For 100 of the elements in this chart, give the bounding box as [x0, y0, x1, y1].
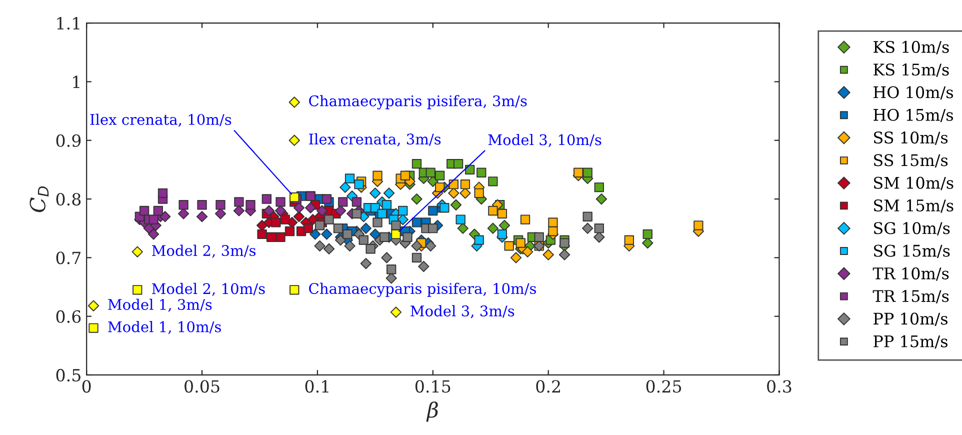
point — [158, 188, 168, 198]
point — [148, 228, 160, 240]
point — [358, 235, 368, 245]
legend-label: PP 10m/s — [874, 312, 948, 326]
point — [316, 205, 328, 216]
point — [411, 240, 422, 252]
annotation: Model 3, 10m/s — [488, 134, 602, 148]
point — [434, 182, 445, 192]
point — [344, 240, 356, 252]
annotation: Model 1, 3m/s — [108, 298, 212, 312]
point — [398, 206, 408, 216]
point — [548, 218, 558, 228]
point — [520, 214, 530, 224]
point — [558, 249, 570, 260]
point — [293, 211, 305, 222]
point — [178, 200, 188, 210]
point — [548, 226, 558, 236]
y-tick-label: 0.9 — [56, 134, 81, 147]
annotation: Model 2, 10m/s — [152, 282, 265, 296]
point — [476, 168, 486, 178]
point — [411, 193, 422, 205]
point — [522, 246, 534, 258]
point — [542, 249, 554, 260]
point — [342, 229, 352, 240]
point — [453, 158, 464, 169]
x-tick-label: 0.3 — [767, 380, 792, 393]
point — [418, 260, 430, 272]
point — [582, 212, 592, 222]
point — [400, 170, 410, 180]
point — [340, 182, 351, 193]
point — [293, 202, 305, 214]
point — [303, 224, 314, 234]
point — [304, 202, 316, 214]
x-tick-label: 0.15 — [415, 380, 450, 393]
point — [280, 214, 290, 224]
point — [284, 226, 295, 236]
annotation: Model 1, 10m/s — [108, 320, 221, 334]
point — [460, 188, 471, 199]
point — [322, 194, 332, 204]
point — [694, 220, 704, 230]
point — [334, 205, 346, 216]
point — [214, 208, 226, 220]
point — [366, 244, 376, 254]
point — [139, 206, 150, 216]
point — [314, 220, 325, 230]
legend-label: SS 10m/s — [874, 131, 948, 145]
point — [460, 180, 470, 190]
point — [425, 240, 436, 252]
point — [412, 158, 422, 169]
point — [386, 264, 396, 274]
point — [642, 229, 652, 240]
point — [197, 200, 207, 210]
legend-label: TR 10m/s — [872, 267, 949, 281]
point — [504, 241, 514, 251]
point — [391, 229, 401, 240]
point — [497, 229, 507, 240]
point — [333, 224, 344, 234]
legend-label: HO 10m/s — [874, 86, 954, 100]
point — [497, 208, 507, 219]
point — [450, 199, 462, 210]
point — [428, 224, 438, 234]
x-tick-label: 0.2 — [536, 380, 560, 393]
point — [324, 214, 334, 224]
point — [148, 214, 158, 224]
legend-label: SM 10m/s — [874, 176, 954, 190]
point — [426, 168, 436, 178]
point — [360, 258, 372, 270]
point — [372, 218, 382, 228]
point — [488, 176, 498, 186]
point — [440, 202, 450, 213]
point — [344, 174, 355, 184]
point — [288, 96, 300, 108]
point — [390, 306, 402, 318]
point — [216, 200, 226, 210]
point — [314, 240, 326, 252]
legend-label: KS 15m/s — [874, 64, 949, 77]
point — [370, 188, 381, 199]
point — [370, 228, 381, 240]
annotation: Chamaecyparis pisifera, 3m/s — [309, 95, 527, 110]
x-tick-label: 0.05 — [184, 380, 220, 393]
point — [290, 285, 300, 295]
point — [288, 134, 300, 146]
point — [352, 208, 362, 219]
point — [516, 238, 526, 248]
point — [234, 197, 244, 207]
y-axis-title: C$_{D}$ — [30, 186, 49, 212]
point — [352, 197, 362, 207]
y-tick-label: 1.1 — [57, 17, 80, 30]
annotation: Model 2, 3m/s — [152, 244, 256, 258]
point — [310, 228, 321, 240]
point — [498, 220, 510, 231]
point — [594, 224, 604, 234]
point — [381, 252, 392, 264]
point — [624, 235, 634, 245]
y-tick-label: 0.6 — [56, 310, 81, 323]
legend-label: TR 15m/s — [872, 290, 949, 304]
annotation: Model 3, 3m/s — [410, 305, 514, 318]
x-axis-title: β — [426, 402, 438, 422]
point — [178, 208, 190, 220]
y-tick-label: 0.8 — [56, 192, 81, 206]
